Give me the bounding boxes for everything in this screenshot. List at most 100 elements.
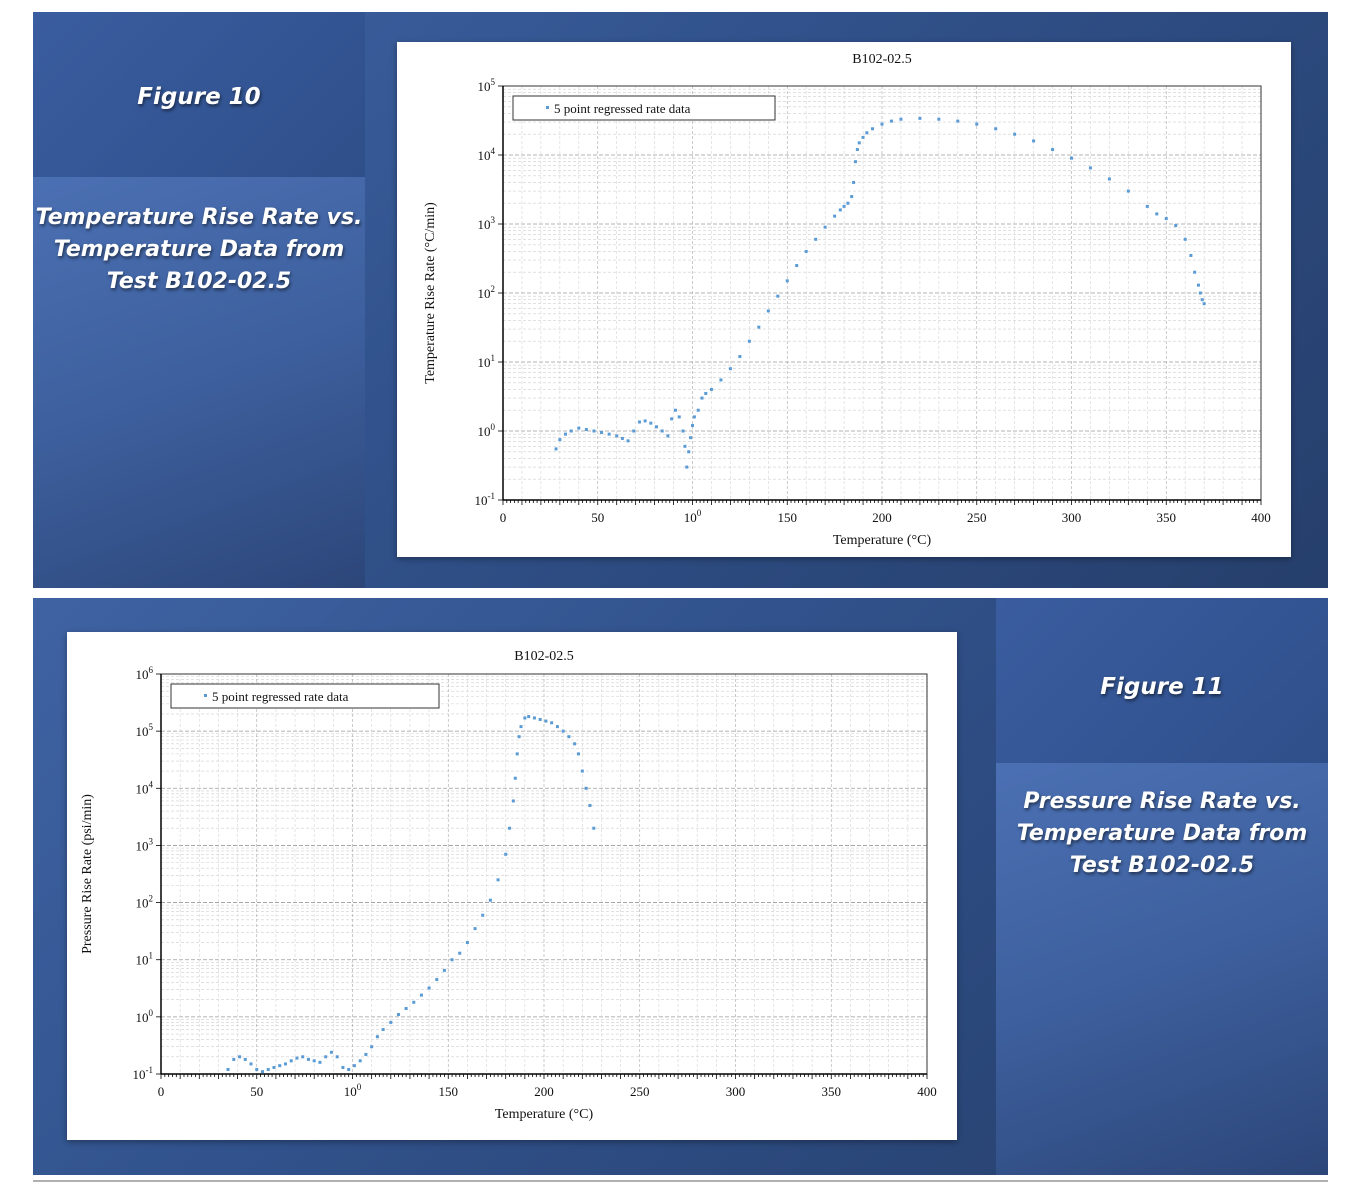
x-axis-label: Temperature (°C) [495, 1107, 594, 1122]
data-point [318, 1060, 322, 1064]
data-point [1198, 291, 1202, 295]
data-point [519, 725, 523, 729]
data-point [523, 716, 527, 720]
data-point [301, 1055, 305, 1059]
figure-10-caption-line: Temperature Data from [53, 237, 345, 262]
data-point [1032, 139, 1036, 143]
data-point [670, 417, 674, 421]
data-point [846, 201, 850, 205]
data-point [558, 438, 562, 442]
data-point [855, 148, 859, 152]
data-point [994, 127, 998, 131]
figure-11-caption-line: Test B102-02.5 [1069, 853, 1255, 878]
figure-11-panel: Figure 11 Pressure Rise Rate vs. Tempera… [33, 598, 1328, 1175]
data-point [555, 725, 559, 729]
data-point [615, 434, 619, 438]
gridlines [503, 85, 1261, 501]
x-tick-label: 150 [439, 1084, 459, 1099]
pressure-rise-rate-chart-box: 0 50 100 150 200 250 300 350 400 10-1 100 101 102 103… [67, 632, 957, 1140]
x-tick-label: 200 [534, 1084, 554, 1099]
data-point [853, 160, 857, 164]
data-point [1200, 298, 1204, 302]
data-point [1164, 217, 1168, 221]
data-point [554, 447, 558, 451]
data-point [538, 717, 542, 721]
data-point [857, 141, 861, 145]
data-point [1107, 177, 1111, 181]
data-point [226, 1067, 230, 1071]
data-point [381, 1028, 385, 1032]
y-tick-label: 103 [478, 215, 496, 232]
y-tick-label: 104 [136, 779, 154, 796]
data-point [766, 309, 770, 313]
chart-title: B102-02.5 [852, 52, 912, 67]
data-point [880, 122, 884, 126]
chart-title: B102-02.5 [514, 649, 574, 664]
data-point [833, 214, 837, 218]
data-point [375, 1035, 379, 1039]
x-tick-label: 200 [872, 510, 892, 525]
figure-11-label-band [996, 598, 1328, 763]
data-point [577, 426, 581, 430]
y-tick-label: 100 [478, 422, 496, 439]
legend-marker [546, 106, 549, 109]
data-point [889, 119, 893, 123]
data-point [450, 958, 454, 962]
data-point [576, 752, 580, 756]
x-axis-label: Temperature (°C) [833, 533, 932, 548]
data-point [573, 742, 577, 746]
data-point [666, 434, 670, 438]
data-point [1193, 270, 1197, 274]
data-point [508, 826, 512, 830]
data-point [335, 1055, 339, 1059]
data-point [352, 1064, 356, 1068]
figure-10-label: Figure 10 [137, 84, 261, 110]
data-point [814, 237, 818, 241]
data-series [554, 116, 1206, 469]
data-point [607, 432, 611, 436]
figure-10-caption-band [33, 177, 365, 588]
data-point [1126, 189, 1130, 193]
data-point [620, 436, 624, 440]
data-point [1174, 224, 1178, 228]
data-point [696, 408, 700, 412]
data-point [584, 428, 588, 432]
data-point [632, 429, 636, 433]
data-point [389, 1020, 393, 1024]
legend-marker [204, 694, 207, 697]
data-point [709, 387, 713, 391]
data-point [795, 264, 799, 268]
data-point [580, 769, 584, 773]
figure-10-label-band [33, 12, 365, 177]
data-point [937, 117, 941, 121]
data-point [324, 1055, 328, 1059]
figure-10-caption-line: Temperature Rise Rate vs. [35, 205, 363, 230]
data-point [871, 127, 875, 131]
data-point [1145, 204, 1149, 208]
data-point [626, 439, 630, 443]
data-series [226, 715, 596, 1074]
y-tick-label: 104 [478, 146, 496, 163]
x-tick-label: 0 [500, 510, 507, 525]
data-point [569, 429, 573, 433]
data-point [700, 396, 704, 400]
x-tick-label: 0 [158, 1084, 165, 1099]
x-tick-label: 350 [1157, 510, 1177, 525]
data-point [592, 429, 596, 433]
y-axis-label: Pressure Rise Rate (psi/min) [80, 794, 95, 954]
data-point [719, 378, 723, 382]
y-tick-label: 101 [478, 353, 496, 370]
data-point [747, 339, 751, 343]
data-point [842, 204, 846, 208]
data-point [266, 1067, 270, 1071]
data-point [660, 429, 664, 433]
x-tick-label: 50 [591, 510, 604, 525]
temperature-rise-rate-chart: 0 50 100 150 200 250 300 350 400 10-1 100 101 102 103… [423, 52, 1271, 548]
data-point [458, 951, 462, 955]
legend: 5 point regressed rate data [170, 683, 440, 709]
data-point [527, 715, 531, 719]
x-tick-label: 400 [1251, 510, 1271, 525]
y-tick-label: 100 [136, 1008, 154, 1025]
data-point [704, 391, 708, 395]
bottom-divider [33, 1180, 1328, 1182]
